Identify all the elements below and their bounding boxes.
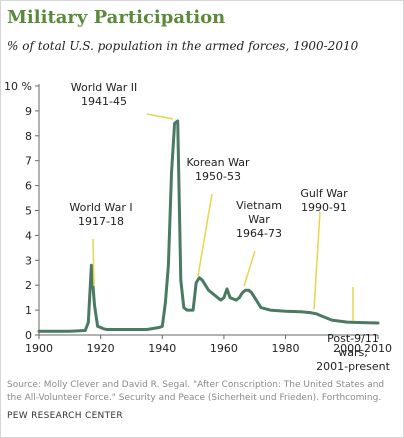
source-note: Source: Molly Clever and David R. Segal.… [7, 380, 385, 403]
annotation-label-vietnam: War [248, 213, 270, 226]
annotation-leader-gulf [313, 211, 321, 310]
y-tick-label: 3 [25, 254, 32, 267]
annotation-label-post911: Post-9/11 [327, 332, 379, 345]
annotation-leader-ww1 [92, 238, 95, 287]
annotation-label-ww1: 1917-18 [78, 215, 124, 228]
x-tick-label: 2000 [333, 342, 361, 355]
annotation-label-korea: 1950-53 [195, 170, 241, 183]
y-tick-label: 0 [25, 329, 32, 342]
annotation-label-gulf: 1990-91 [301, 201, 347, 214]
annotation-label-gulf: Gulf War [300, 187, 348, 200]
annotation-label-post911: wars, [338, 346, 368, 359]
x-tick-label: 1980 [272, 342, 300, 355]
y-tick-label: 4 [25, 229, 32, 242]
annotation-label-ww2: World War II [71, 81, 137, 94]
annotation-label-vietnam: Vietnam [236, 199, 282, 212]
y-tick-label: 5 [25, 205, 32, 218]
y-tick-label: 6 [25, 180, 32, 193]
annotation-label-korea: Korean War [186, 156, 250, 169]
annotation-label-vietnam: 1964-73 [236, 227, 282, 240]
x-tick-label: 2010 [364, 342, 392, 355]
x-tick-label: 1960 [210, 342, 238, 355]
annotation-label-ww2: 1941-45 [81, 95, 127, 108]
y-tick-label: 1 [25, 304, 32, 317]
annotation-leader-ww2 [146, 113, 174, 120]
y-tick-label: 8 [25, 130, 32, 143]
x-tick-label: 1940 [148, 342, 176, 355]
y-tick-label: 10 % [4, 80, 32, 93]
chart-title: Military Participation [7, 7, 226, 28]
annotation-label-post911: 2001-present [316, 360, 390, 373]
y-tick-label: 2 [25, 279, 32, 292]
organization-name: PEW RESEARCH CENTER [7, 411, 123, 421]
x-tick-label: 1900 [25, 342, 53, 355]
x-tick-label: 1920 [87, 342, 115, 355]
series-line [37, 119, 380, 333]
annotation-leader-vietnam [243, 250, 256, 287]
y-tick-label: 7 [25, 155, 32, 168]
annotation-label-ww1: World War I [69, 201, 132, 214]
chart-subtitle: % of total U.S. population in the armed … [7, 39, 359, 53]
annotation-leader-korea [197, 193, 213, 277]
y-tick-label: 9 [25, 105, 32, 118]
